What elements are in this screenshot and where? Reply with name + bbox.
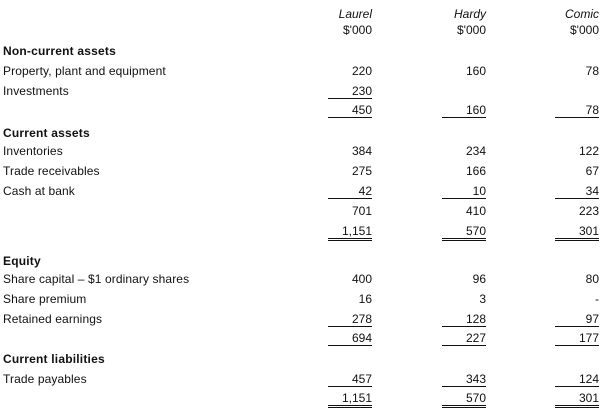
table-row: Share premium 16 3 -: [0, 290, 604, 310]
table-row: Property, plant and equipment 220 160 78: [0, 62, 604, 82]
row-label: Property, plant and equipment: [3, 64, 166, 78]
table-row: Investments 230: [0, 82, 604, 102]
value-cell: 160: [442, 103, 486, 118]
column-header-laurel: Laurel $'000: [282, 6, 372, 38]
value-cell: 570: [442, 224, 486, 241]
value-cell: 275: [351, 164, 372, 178]
value-cell: 160: [465, 64, 486, 78]
value-cell: 78: [555, 103, 599, 118]
row-label: Share capital – $1 ordinary shares: [3, 272, 190, 286]
column-name: Comic: [564, 7, 599, 21]
value-cell: 570: [442, 391, 486, 408]
value-cell: 34: [555, 184, 599, 199]
value-cell: 410: [465, 204, 486, 218]
column-header-comic: Comic $'000: [509, 6, 599, 38]
column-name: Laurel: [338, 7, 372, 21]
table-row: Cash at bank 42 10 34: [0, 182, 604, 202]
table-row: Trade receivables 275 166 67: [0, 162, 604, 182]
section-heading: Current assets: [3, 126, 90, 140]
column-name: Hardy: [453, 7, 486, 21]
row-label: Trade payables: [3, 372, 87, 386]
section-heading-row: Equity: [0, 252, 604, 272]
value-cell: 384: [351, 144, 372, 158]
value-cell: 80: [585, 272, 599, 286]
value-cell: 1,151: [328, 391, 372, 408]
table-row: 1,151 570 301: [0, 389, 604, 409]
value-cell: 166: [465, 164, 486, 178]
table-row: Retained earnings 278 128 97: [0, 310, 604, 330]
row-label: Cash at bank: [3, 184, 75, 198]
value-cell: 122: [578, 144, 599, 158]
section-heading: Non-current assets: [3, 44, 116, 58]
value-cell: 450: [328, 103, 372, 118]
row-label: Retained earnings: [3, 312, 103, 326]
row-label: Investments: [3, 84, 69, 98]
row-label: Trade receivables: [3, 164, 100, 178]
value-cell: 227: [442, 331, 486, 346]
value-cell: 694: [328, 331, 372, 346]
value-cell: 230: [328, 84, 372, 99]
table-row: Trade payables 457 343 124: [0, 370, 604, 390]
column-header-hardy: Hardy $'000: [396, 6, 486, 38]
value-cell: 1,151: [328, 224, 372, 241]
value-cell: 42: [328, 184, 372, 199]
value-cell: 234: [465, 144, 486, 158]
value-cell: 16: [358, 292, 372, 306]
value-cell: 301: [555, 224, 599, 241]
section-heading-row: Non-current assets: [0, 42, 604, 62]
row-label: Share premium: [3, 292, 87, 306]
value-cell: 124: [555, 372, 599, 387]
table-row: Share capital – $1 ordinary shares 400 96 8…: [0, 270, 604, 290]
section-heading-row: Current assets: [0, 124, 604, 144]
value-cell: 400: [351, 272, 372, 286]
section-heading-row: Current liabilities: [0, 350, 604, 370]
column-unit: $'000: [343, 23, 372, 37]
section-heading: Current liabilities: [3, 352, 105, 366]
column-unit: $'000: [457, 23, 486, 37]
row-label: Inventories: [3, 144, 63, 158]
value-cell: 128: [442, 312, 486, 327]
table-row: 450 160 78: [0, 101, 604, 121]
table-row: 694 227 177: [0, 329, 604, 349]
value-cell: 97: [555, 312, 599, 327]
value-cell: 278: [328, 312, 372, 327]
table-row: 1,151 570 301: [0, 222, 604, 242]
value-cell: 701: [351, 204, 372, 218]
table-row: Inventories 384 234 122: [0, 142, 604, 162]
value-cell: 78: [585, 64, 599, 78]
value-cell: 223: [578, 204, 599, 218]
value-cell: 96: [472, 272, 486, 286]
value-cell: 457: [328, 372, 372, 387]
value-cell: 220: [351, 64, 372, 78]
value-cell: 343: [442, 372, 486, 387]
value-cell: 10: [442, 184, 486, 199]
table-row: 701 410 223: [0, 202, 604, 222]
value-cell: 67: [585, 164, 599, 178]
value-cell: 177: [555, 331, 599, 346]
section-heading: Equity: [3, 254, 41, 268]
value-cell: 3: [479, 292, 486, 306]
column-unit: $'000: [570, 23, 599, 37]
value-cell: -: [595, 292, 599, 306]
value-cell: 301: [555, 391, 599, 408]
